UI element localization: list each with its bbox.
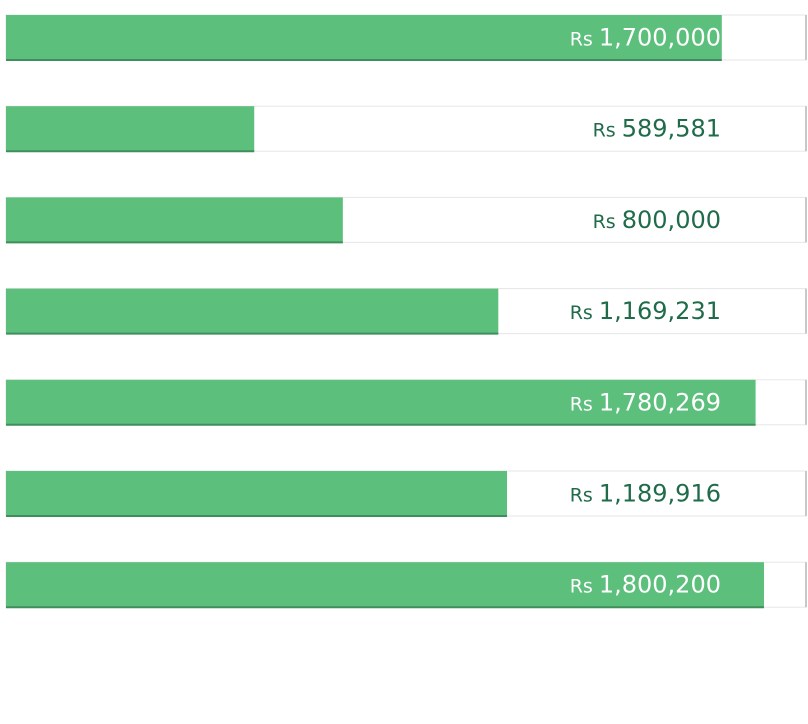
value-number: 1,780,269 [599,388,721,416]
value-label: Rs 1,700,000 [570,24,721,52]
value-number: 1,800,200 [599,571,721,599]
value-number: 1,189,916 [599,480,721,508]
value-label: Rs 1,169,231 [570,297,721,325]
currency-prefix: Rs [593,211,622,233]
value-number: 1,169,231 [599,297,721,325]
bars [6,15,764,609]
bar [6,197,343,243]
currency-prefix: Rs [570,29,599,51]
value-number: 1,700,000 [599,24,721,52]
currency-prefix: Rs [570,485,599,507]
currency-prefix: Rs [570,393,599,415]
bar [6,562,764,608]
currency-prefix: Rs [593,120,622,142]
bar [6,15,722,60]
value-label: Rs 589,581 [593,115,721,143]
currency-prefix: Rs [570,302,599,324]
value-label: Rs 800,000 [593,206,721,234]
value-number: 800,000 [622,206,721,234]
value-label: Rs 1,780,269 [570,388,721,416]
bar [6,379,756,425]
value-label: Rs 1,189,916 [570,480,721,508]
value-number: 589,581 [622,115,721,143]
currency-prefix: Rs [570,576,599,598]
bar [6,288,499,334]
bar [6,106,255,152]
bar [6,471,508,516]
value-label: Rs 1,800,200 [570,571,721,599]
